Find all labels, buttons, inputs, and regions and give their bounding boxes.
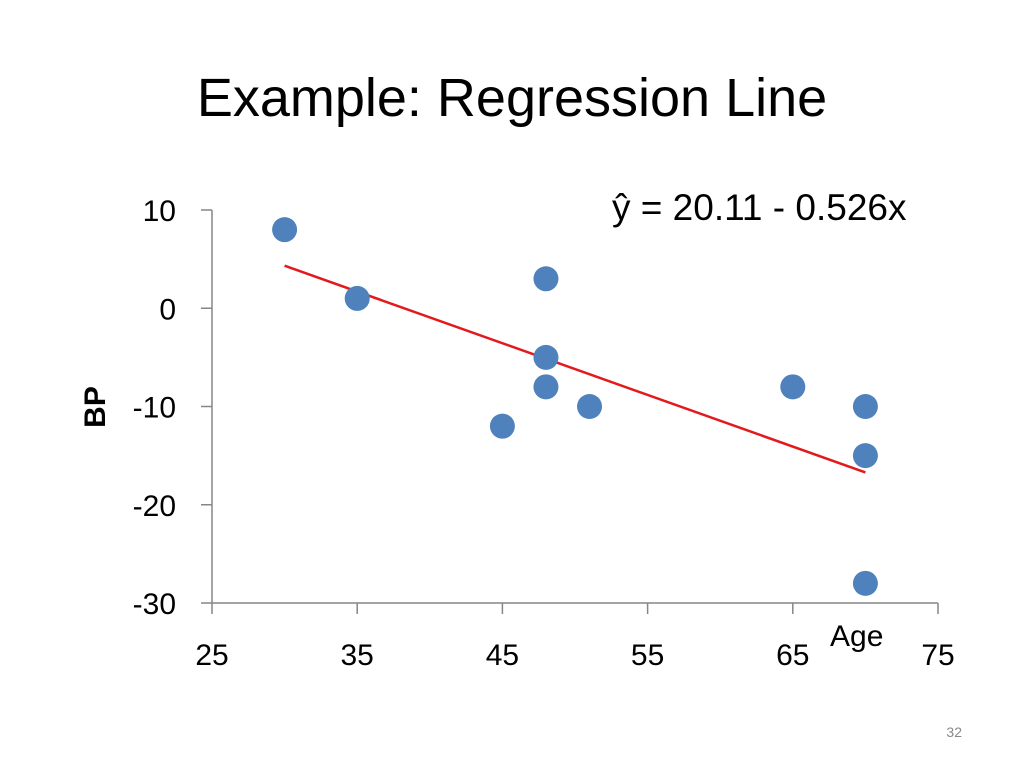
x-ticks: 25 35 45 55 65 75 bbox=[195, 603, 955, 672]
x-tick-label: 75 bbox=[921, 639, 954, 672]
x-tick-label: 25 bbox=[195, 639, 228, 672]
y-tick-label: 10 bbox=[143, 195, 176, 228]
y-axis-label: BP bbox=[79, 386, 112, 428]
x-tick-label: 55 bbox=[631, 639, 664, 672]
y-tick-label: -30 bbox=[133, 588, 176, 621]
data-point bbox=[272, 217, 298, 243]
data-points bbox=[272, 217, 878, 596]
data-point bbox=[533, 374, 559, 400]
data-point bbox=[852, 443, 878, 469]
data-point bbox=[852, 570, 878, 596]
x-tick-label: 65 bbox=[776, 639, 809, 672]
data-point bbox=[852, 394, 878, 419]
y-tick-label: -10 bbox=[133, 392, 176, 425]
y-tick-label: 0 bbox=[159, 293, 176, 326]
data-point bbox=[344, 285, 370, 311]
slide-number: 32 bbox=[946, 724, 962, 740]
data-point bbox=[533, 266, 559, 292]
data-point bbox=[489, 413, 515, 439]
y-tick-label: -20 bbox=[133, 490, 176, 523]
data-point bbox=[577, 394, 603, 419]
regression-equation: ŷ = 20.11 - 0.526x bbox=[612, 187, 907, 228]
regression-line bbox=[284, 264, 866, 474]
slide-title: Example: Regression Line bbox=[196, 68, 828, 128]
x-tick-label: 45 bbox=[486, 639, 519, 672]
x-tick-label: 35 bbox=[341, 639, 374, 672]
y-ticks: 10 0 -10 -20 -30 bbox=[133, 195, 212, 621]
data-point bbox=[533, 344, 559, 370]
data-point bbox=[780, 374, 806, 400]
x-axis-label: Age bbox=[830, 620, 884, 653]
